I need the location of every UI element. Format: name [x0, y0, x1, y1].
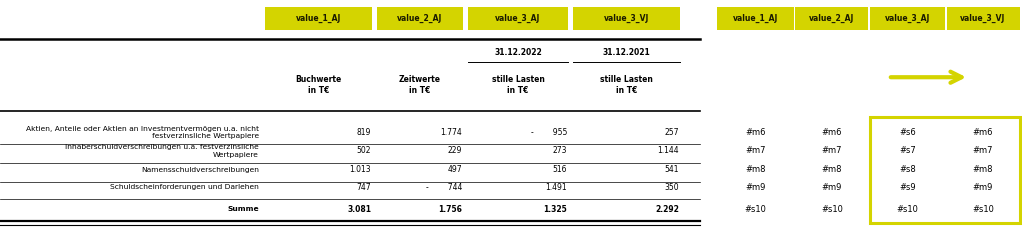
Text: 1.774: 1.774: [440, 128, 462, 137]
Text: 1.325: 1.325: [544, 205, 567, 214]
Text: #s6: #s6: [899, 128, 916, 137]
Text: 3.081: 3.081: [347, 205, 371, 214]
FancyBboxPatch shape: [717, 7, 793, 30]
Text: #m8: #m8: [745, 165, 765, 174]
Text: Summe: Summe: [228, 206, 259, 212]
Text: 31.12.2022: 31.12.2022: [495, 48, 542, 57]
Text: stille Lasten
in T€: stille Lasten in T€: [492, 75, 545, 95]
FancyBboxPatch shape: [946, 7, 1020, 30]
Text: #s9: #s9: [899, 183, 916, 192]
FancyBboxPatch shape: [265, 7, 372, 30]
Text: stille Lasten
in T€: stille Lasten in T€: [600, 75, 653, 95]
Text: value_1_AJ: value_1_AJ: [733, 14, 778, 23]
FancyBboxPatch shape: [377, 7, 463, 30]
Text: #m6: #m6: [973, 128, 993, 137]
Text: #m9: #m9: [745, 183, 765, 192]
Text: #m9: #m9: [822, 183, 842, 192]
Text: 747: 747: [357, 183, 371, 192]
Text: 516: 516: [553, 165, 567, 174]
FancyBboxPatch shape: [468, 7, 568, 30]
Text: value_3_AJ: value_3_AJ: [496, 14, 541, 23]
Text: #s10: #s10: [972, 205, 994, 214]
Text: #s8: #s8: [899, 165, 916, 174]
Text: #m7: #m7: [745, 146, 765, 155]
Text: #s10: #s10: [896, 205, 919, 214]
Text: 350: 350: [664, 183, 679, 192]
Text: Namensschuldverschreibungen: Namensschuldverschreibungen: [141, 167, 259, 173]
Text: #m6: #m6: [745, 128, 765, 137]
Text: value_2_AJ: value_2_AJ: [809, 14, 854, 23]
Text: 819: 819: [357, 128, 371, 137]
Text: 229: 229: [448, 146, 462, 155]
Text: 497: 497: [448, 165, 462, 174]
Text: Schuldscheinforderungen und Darlehen: Schuldscheinforderungen und Darlehen: [110, 184, 259, 190]
Text: 2.292: 2.292: [655, 205, 679, 214]
Text: #s10: #s10: [821, 205, 843, 214]
Text: -        744: - 744: [426, 183, 462, 192]
Text: #s7: #s7: [899, 146, 916, 155]
Text: #m8: #m8: [822, 165, 842, 174]
Text: 273: 273: [553, 146, 567, 155]
FancyBboxPatch shape: [870, 7, 944, 30]
Text: #m7: #m7: [973, 146, 993, 155]
Text: Aktien, Anteile oder Aktien an Investmentvermögen u.a. nicht
festverzinsliche We: Aktien, Anteile oder Aktien an Investmen…: [26, 126, 259, 139]
Text: value_3_VJ: value_3_VJ: [961, 14, 1006, 23]
Text: Inhaberschuldverschreibungen u.a. festverzinsliche
Wertpapiere: Inhaberschuldverschreibungen u.a. festve…: [65, 144, 259, 157]
Text: Buchwerte
in T€: Buchwerte in T€: [295, 75, 341, 95]
Text: 31.12.2021: 31.12.2021: [603, 48, 650, 57]
Text: 1.144: 1.144: [657, 146, 679, 155]
Text: #m6: #m6: [822, 128, 842, 137]
Text: 541: 541: [664, 165, 679, 174]
Text: -        955: - 955: [530, 128, 567, 137]
Text: 502: 502: [357, 146, 371, 155]
Text: value_2_AJ: value_2_AJ: [398, 14, 443, 23]
Text: #s10: #s10: [745, 205, 766, 214]
Text: #m8: #m8: [973, 165, 993, 174]
Text: #m9: #m9: [973, 183, 993, 192]
Text: 257: 257: [664, 128, 679, 137]
FancyBboxPatch shape: [572, 7, 681, 30]
Text: 1.756: 1.756: [438, 205, 462, 214]
Text: Zeitwerte
in T€: Zeitwerte in T€: [399, 75, 442, 95]
Text: #m7: #m7: [822, 146, 842, 155]
Text: value_1_AJ: value_1_AJ: [295, 14, 341, 23]
FancyBboxPatch shape: [795, 7, 869, 30]
Text: 1.491: 1.491: [546, 183, 567, 192]
Text: 1.013: 1.013: [350, 165, 371, 174]
Text: value_3_AJ: value_3_AJ: [885, 14, 930, 23]
Text: value_3_VJ: value_3_VJ: [604, 14, 649, 23]
